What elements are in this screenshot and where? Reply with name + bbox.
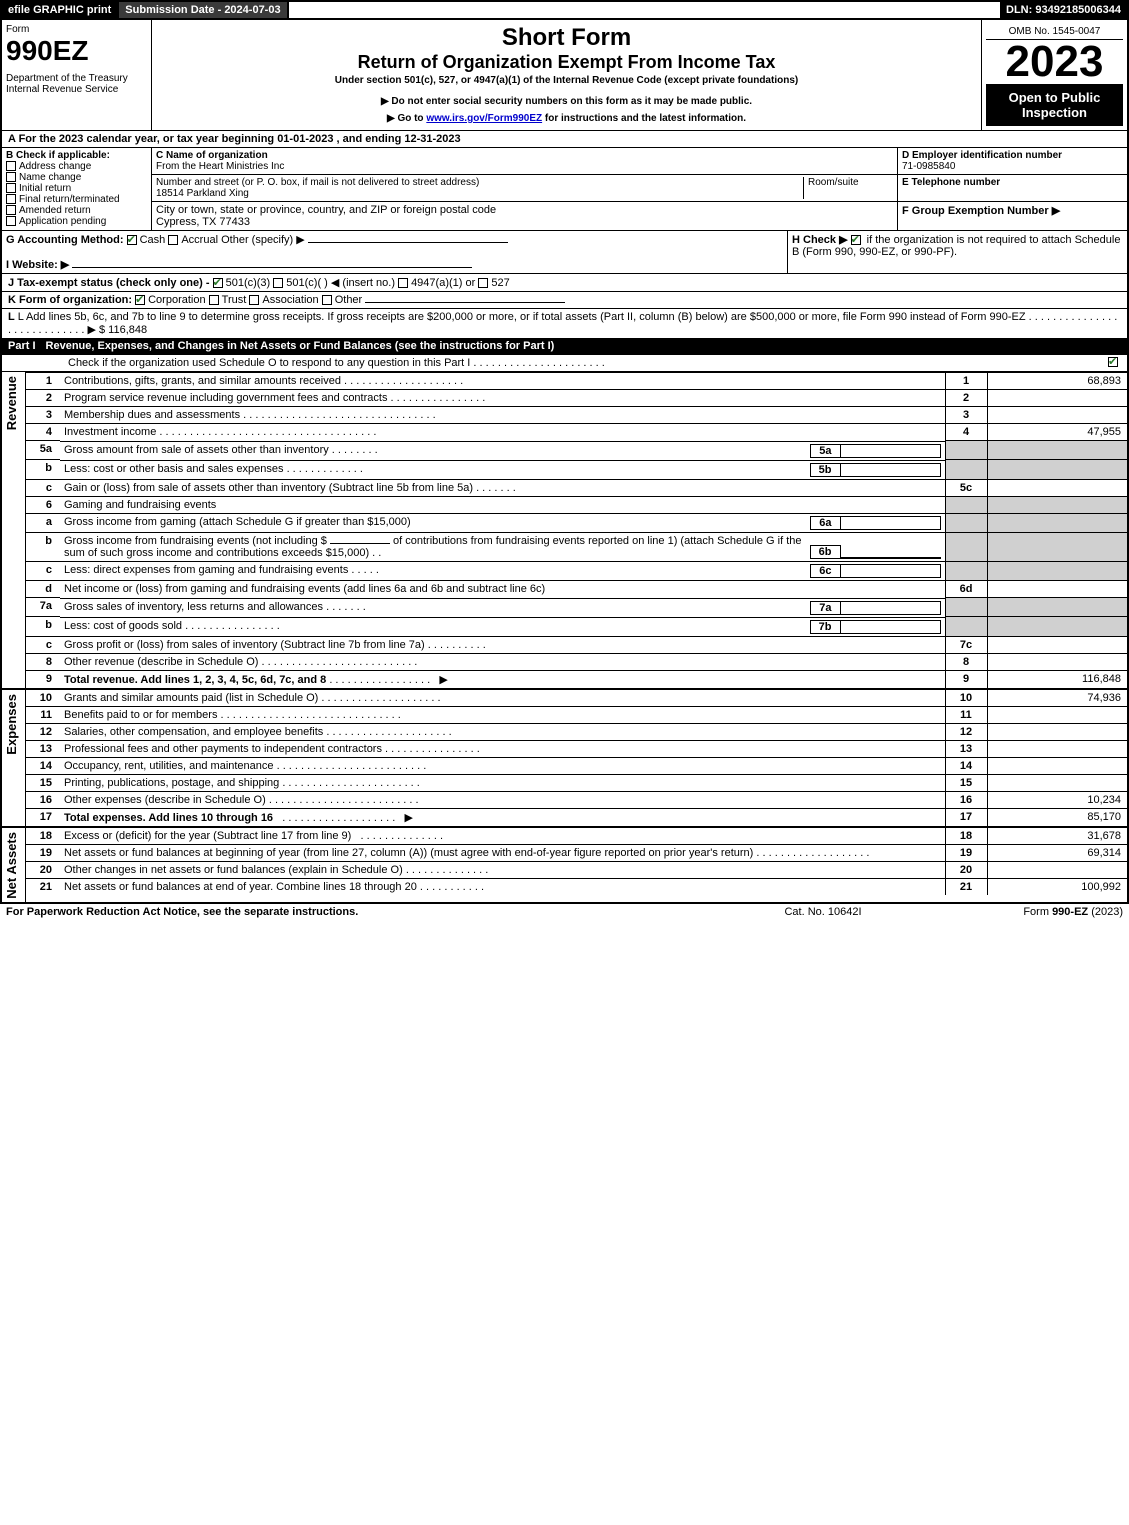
expenses-block: Expenses 10Grants and similar amounts pa… [2, 688, 1127, 826]
line9-amt: 116,848 [987, 670, 1127, 688]
part1-checkline: Check if the organization used Schedule … [2, 354, 1127, 371]
line19-amt: 69,314 [987, 844, 1127, 861]
group-exemption-label: F Group Exemption Number ▶ [902, 205, 1060, 217]
checkbox-cash[interactable] [127, 235, 137, 245]
website-input[interactable] [72, 267, 472, 268]
city-label: City or town, state or province, country… [156, 204, 496, 216]
line16-amt: 10,234 [987, 791, 1127, 808]
expenses-table: 10Grants and similar amounts paid (list … [26, 690, 1127, 826]
checkbox-initial-return[interactable] [6, 183, 16, 193]
tax-year: 2023 [986, 40, 1123, 84]
checkbox-assoc[interactable] [249, 295, 259, 305]
expenses-side-label: Expenses [2, 690, 26, 826]
part1-header: Part I Revenue, Expenses, and Changes in… [2, 338, 1127, 354]
ein-value: 71-0985840 [902, 161, 955, 172]
line21-amt: 100,992 [987, 878, 1127, 895]
irs-link[interactable]: www.irs.gov/Form990EZ [426, 113, 542, 124]
dept-treasury: Department of the Treasury Internal Reve… [6, 73, 147, 95]
other-method-input[interactable] [308, 242, 508, 243]
line1-amt: 68,893 [987, 373, 1127, 390]
under-section: Under section 501(c), 527, or 4947(a)(1)… [160, 75, 973, 86]
paperwork-notice: For Paperwork Reduction Act Notice, see … [6, 906, 723, 918]
telephone-label: E Telephone number [902, 177, 1000, 188]
page-footer: For Paperwork Reduction Act Notice, see … [0, 904, 1129, 920]
ssn-warning: ▶ Do not enter social security numbers o… [160, 96, 973, 107]
checkbox-501c3[interactable] [213, 278, 223, 288]
checkbox-name-change[interactable] [6, 172, 16, 182]
checkbox-final-return[interactable] [6, 194, 16, 204]
checkbox-amended[interactable] [6, 205, 16, 215]
open-public-box: Open to Public Inspection [986, 84, 1123, 126]
revenue-table: 1Contributions, gifts, grants, and simil… [26, 372, 1127, 688]
netassets-side-label: Net Assets [2, 828, 26, 903]
checkbox-schedule-o[interactable] [1108, 357, 1118, 367]
checkbox-address-change[interactable] [6, 161, 16, 171]
checkbox-corp[interactable] [135, 295, 145, 305]
form-container: efile GRAPHIC print Submission Date - 20… [0, 0, 1129, 904]
room-suite-label: Room/suite [803, 177, 893, 199]
c-name-label: C Name of organization [156, 150, 268, 161]
revenue-block: Revenue 1Contributions, gifts, grants, a… [2, 371, 1127, 688]
dln: DLN: 93492185006344 [1000, 2, 1127, 18]
netassets-block: Net Assets 18Excess or (deficit) for the… [2, 826, 1127, 903]
short-form-title: Short Form [160, 24, 973, 52]
form-word: Form [6, 24, 147, 35]
gross-receipts-amt: ▶ $ 116,848 [87, 324, 147, 336]
form-header: Form 990EZ Department of the Treasury In… [2, 18, 1127, 130]
section-h: H Check ▶ if the organization is not req… [787, 231, 1127, 273]
ein-label: D Employer identification number [902, 150, 1062, 161]
efile-print-label[interactable]: efile GRAPHIC print [2, 2, 119, 18]
revenue-side-label: Revenue [2, 372, 26, 688]
section-k: K Form of organization: Corporation Trus… [2, 291, 1127, 308]
submission-date: Submission Date - 2024-07-03 [119, 2, 288, 18]
section-a: A For the 2023 calendar year, or tax yea… [2, 130, 1127, 147]
netassets-table: 18Excess or (deficit) for the year (Subt… [26, 828, 1127, 895]
line10-amt: 74,936 [987, 690, 1127, 707]
checkbox-trust[interactable] [209, 295, 219, 305]
line4-amt: 47,955 [987, 424, 1127, 441]
line18-amt: 31,678 [987, 828, 1127, 845]
org-name: From the Heart Ministries Inc [156, 161, 284, 172]
checkbox-501c[interactable] [273, 278, 283, 288]
goto-line: ▶ Go to www.irs.gov/Form990EZ for instru… [160, 113, 973, 124]
section-b: B Check if applicable: Address change Na… [2, 148, 152, 230]
checkbox-pending[interactable] [6, 216, 16, 226]
accounting-label: G Accounting Method: [6, 234, 124, 246]
line17-amt: 85,170 [987, 808, 1127, 826]
header-block-row: B Check if applicable: Address change Na… [2, 147, 1127, 230]
checkbox-other-org[interactable] [322, 295, 332, 305]
cat-number: Cat. No. 10642I [723, 906, 923, 918]
form-ref: Form 990-EZ (2023) [923, 906, 1123, 918]
checkbox-accrual[interactable] [168, 235, 178, 245]
checkbox-schedule-b[interactable] [851, 235, 861, 245]
org-city: Cypress, TX 77433 [156, 216, 250, 228]
other-org-input[interactable] [365, 302, 565, 303]
section-j: J Tax-exempt status (check only one) - 5… [2, 273, 1127, 291]
return-title: Return of Organization Exempt From Incom… [160, 52, 973, 73]
website-label: I Website: ▶ [6, 259, 69, 271]
org-address: 18514 Parkland Xing [156, 188, 249, 199]
addr-label: Number and street (or P. O. box, if mail… [156, 177, 479, 188]
section-l: L L Add lines 5b, 6c, and 7b to line 9 t… [2, 308, 1127, 338]
checkbox-4947[interactable] [398, 278, 408, 288]
topbar: efile GRAPHIC print Submission Date - 20… [2, 2, 1127, 18]
checkbox-527[interactable] [478, 278, 488, 288]
form-number: 990EZ [6, 35, 147, 67]
